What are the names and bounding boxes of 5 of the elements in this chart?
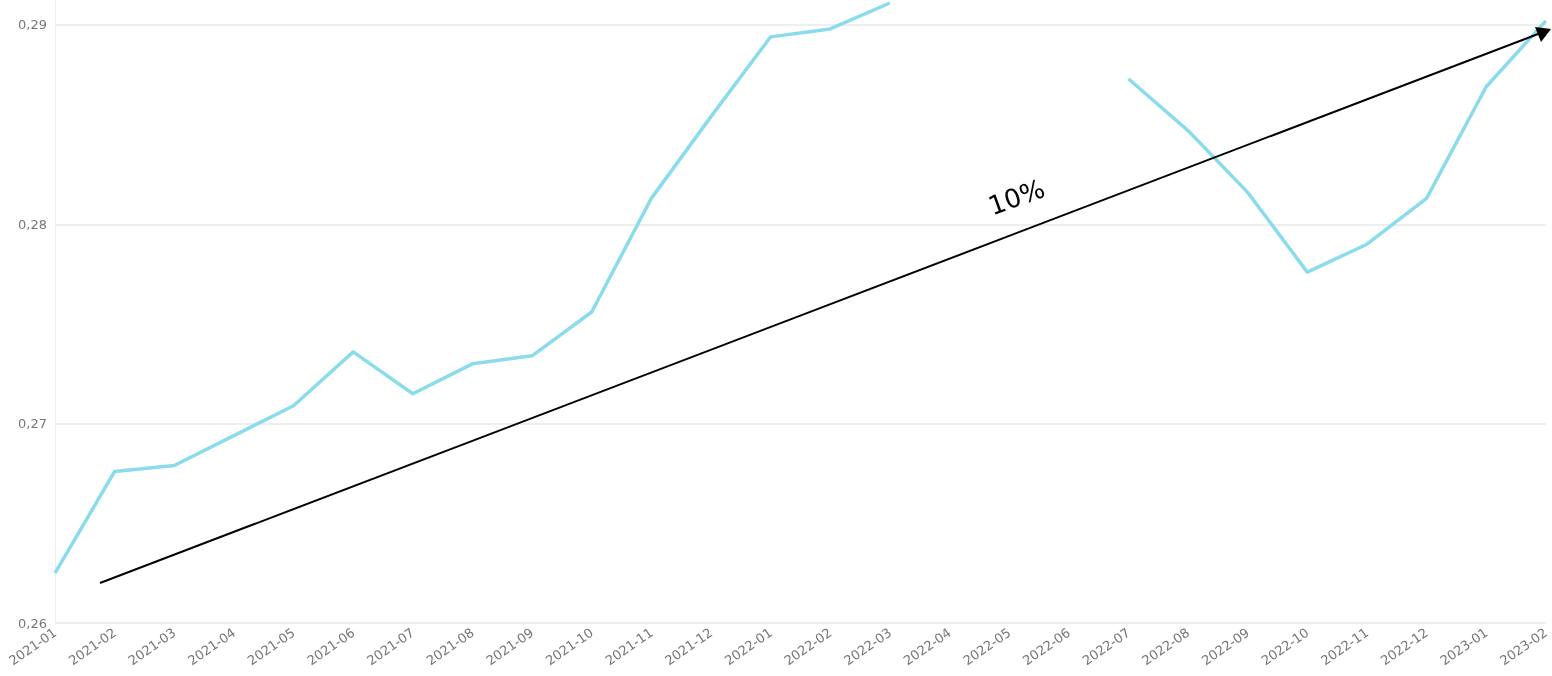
y-tick-label: 0,27 xyxy=(18,416,47,432)
annotation: 10% xyxy=(984,173,1049,222)
y-tick-label: 0,29 xyxy=(18,17,47,33)
y-tick-label: 0,26 xyxy=(18,615,47,631)
y-tick-label: 0,28 xyxy=(18,216,47,232)
